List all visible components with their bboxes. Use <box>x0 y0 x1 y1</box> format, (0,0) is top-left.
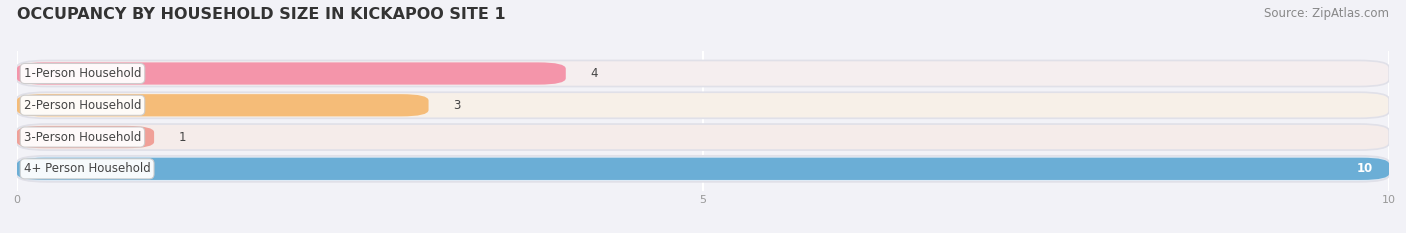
Text: 1: 1 <box>179 130 187 144</box>
Text: 1-Person Household: 1-Person Household <box>24 67 141 80</box>
Text: 10: 10 <box>1357 162 1372 175</box>
FancyBboxPatch shape <box>17 156 1389 182</box>
FancyBboxPatch shape <box>17 61 1389 86</box>
Text: OCCUPANCY BY HOUSEHOLD SIZE IN KICKAPOO SITE 1: OCCUPANCY BY HOUSEHOLD SIZE IN KICKAPOO … <box>17 7 506 22</box>
Text: 2-Person Household: 2-Person Household <box>24 99 141 112</box>
FancyBboxPatch shape <box>17 62 565 85</box>
Text: Source: ZipAtlas.com: Source: ZipAtlas.com <box>1264 7 1389 20</box>
Text: 4: 4 <box>591 67 598 80</box>
FancyBboxPatch shape <box>17 126 155 148</box>
Text: 3: 3 <box>453 99 461 112</box>
FancyBboxPatch shape <box>17 92 1389 118</box>
FancyBboxPatch shape <box>17 124 1389 150</box>
FancyBboxPatch shape <box>17 158 1389 180</box>
Text: 3-Person Household: 3-Person Household <box>24 130 141 144</box>
FancyBboxPatch shape <box>17 94 429 116</box>
Text: 4+ Person Household: 4+ Person Household <box>24 162 150 175</box>
